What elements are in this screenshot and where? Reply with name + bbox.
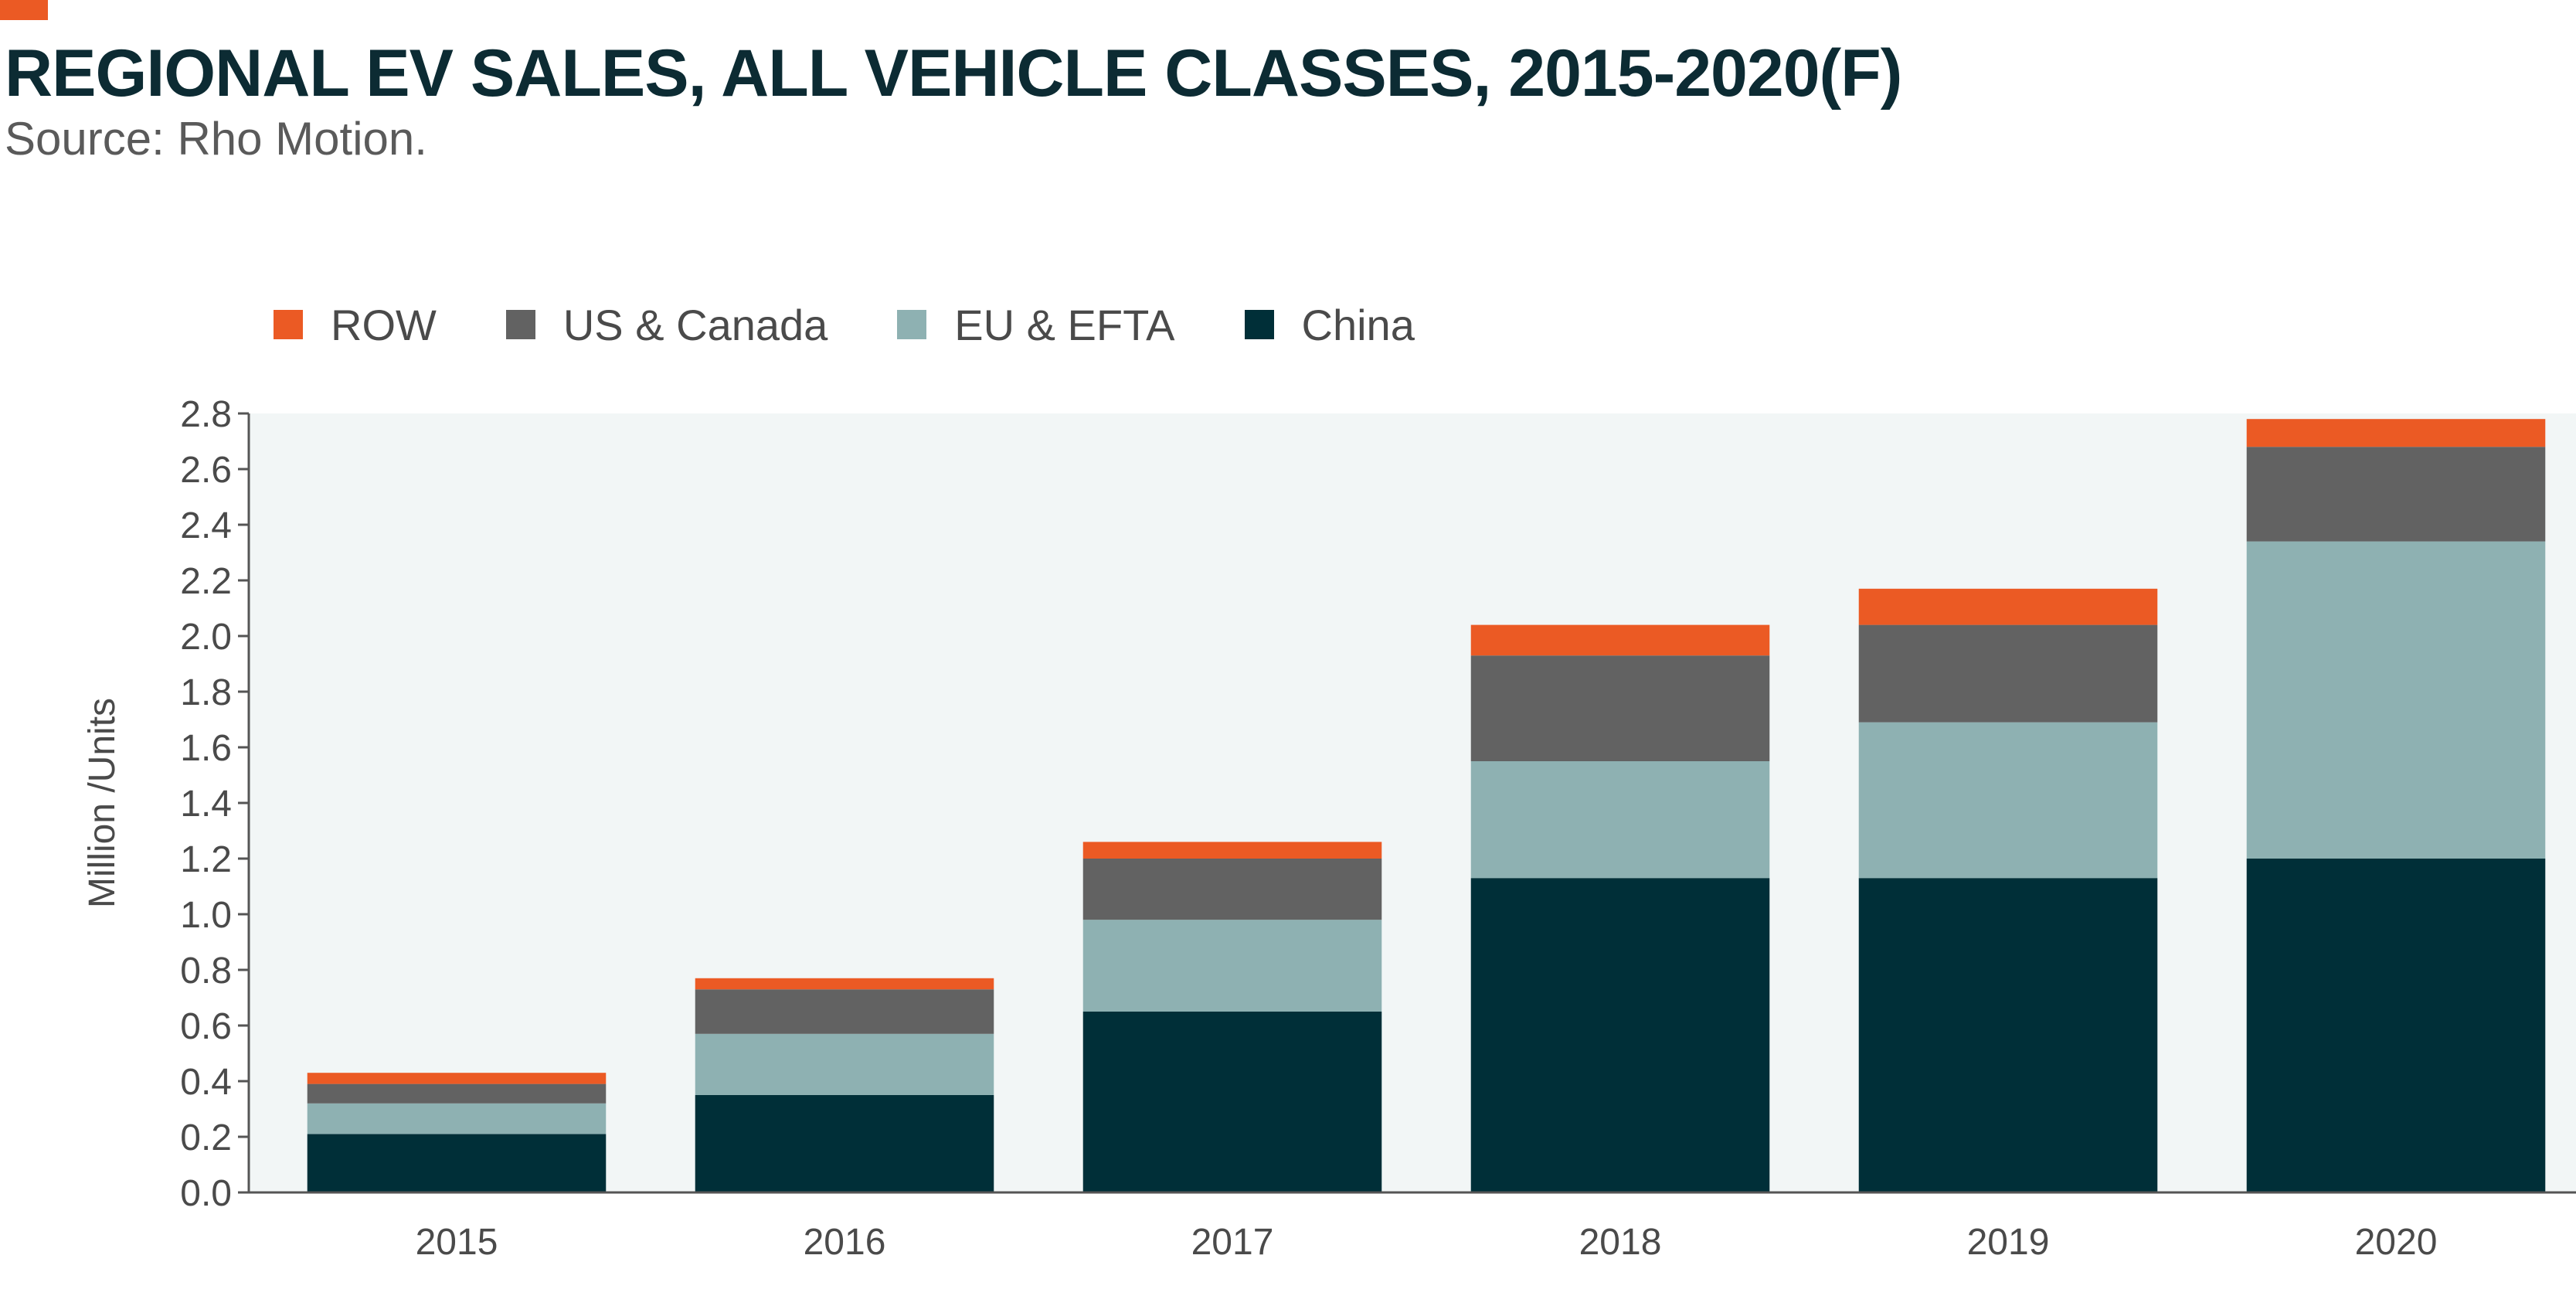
bar-segment-china-2015 [307,1134,607,1192]
y-tick-label: 2.0 [180,617,232,658]
legend: ROW US & Canada EU & EFTA China [274,294,1484,355]
legend-label: EU & EFTA [954,300,1175,349]
y-tick-label: 2.4 [180,505,232,546]
y-tick-label: 2.8 [180,394,232,435]
bar-segment-us-canada-2016 [695,989,994,1034]
chart-source: Source: Rho Motion. [5,113,427,165]
bar-segment-row-2018 [1470,624,1770,656]
y-tick-label: 0.0 [180,1173,232,1214]
legend-swatch [505,310,535,339]
y-tick-label: 0.6 [180,1006,232,1047]
bar-segment-eu-efta-2015 [307,1103,607,1134]
bar-segment-row-2017 [1082,842,1382,859]
accent-bar [0,0,48,20]
bar-segment-eu-efta-2018 [1470,761,1770,879]
legend-label: ROW [331,300,437,349]
bar-segment-china-2016 [695,1095,994,1192]
bar-segment-row-2019 [1858,588,2158,625]
bar-segment-us-canada-2020 [2246,447,2546,542]
x-tick-label: 2015 [416,1222,498,1263]
y-tick-label: 2.6 [180,450,232,491]
chart-title: REGIONAL EV SALES, ALL VEHICLE CLASSES, … [5,36,1902,111]
bar-segment-china-2019 [1858,878,2158,1192]
bar-segment-eu-efta-2020 [2246,541,2546,859]
bar-segment-eu-efta-2019 [1858,722,2158,879]
x-tick-label: 2019 [1967,1222,2050,1263]
bar-segment-eu-efta-2017 [1082,920,1382,1012]
x-tick-label: 2018 [1579,1222,1662,1263]
bar-segment-us-canada-2015 [307,1083,607,1104]
legend-swatch [897,310,927,339]
legend-item: ROW [274,300,437,350]
y-tick-label: 1.2 [180,839,232,880]
y-axis-label: Million /Units [82,698,123,908]
x-axis: 2015 2016 2017 2018 2019 2020 [249,1191,2576,1263]
bar-segment-row-2015 [307,1073,607,1084]
bars [307,419,2546,1192]
legend-label: US & Canada [562,300,828,349]
legend-item: US & Canada [505,300,828,350]
bar-segment-us-canada-2018 [1470,655,1770,761]
y-tick-label: 2.2 [180,561,232,602]
legend-swatch [1244,310,1274,339]
bar-segment-china-2020 [2246,859,2546,1192]
plot-area [249,413,2576,1192]
x-tick-label: 2016 [804,1222,886,1263]
bar-segment-us-canada-2017 [1082,859,1382,920]
y-tick-label: 1.4 [180,784,232,825]
x-tick-label: 2017 [1191,1222,1274,1263]
y-axis: 0.0 0.2 0.4 0.6 0.8 1.0 1.2 1.4 1.6 1.8 2.0 2.2 2.4 2… [180,394,250,1214]
bar-segment-china-2018 [1470,878,1770,1192]
bar-segment-us-canada-2019 [1858,624,2158,723]
x-tick-label: 2020 [2355,1222,2438,1263]
bar-segment-china-2017 [1082,1012,1382,1192]
bar-segment-row-2016 [695,978,994,990]
legend-swatch [274,310,303,339]
y-tick-label: 0.2 [180,1117,232,1158]
legend-item: China [1244,300,1415,350]
y-tick-label: 0.4 [180,1062,232,1103]
bar-segment-eu-efta-2016 [695,1033,994,1095]
y-tick-label: 1.0 [180,895,232,936]
y-tick-label: 0.8 [180,951,232,992]
y-tick-label: 1.6 [180,728,232,769]
legend-label: China [1301,300,1415,349]
bar-segment-row-2020 [2246,419,2546,447]
legend-item: EU & EFTA [897,300,1175,350]
y-tick-label: 1.8 [180,672,232,713]
